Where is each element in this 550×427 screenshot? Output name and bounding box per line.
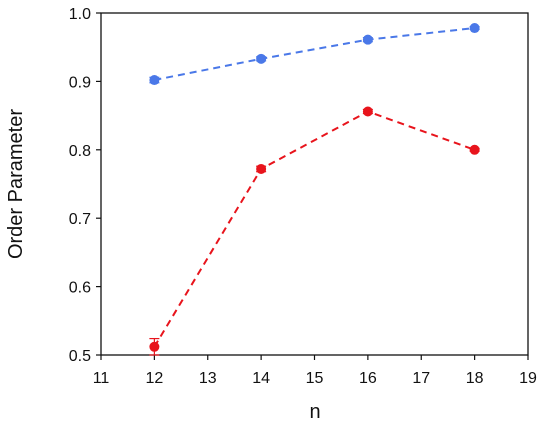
x-tick-label: 17 xyxy=(412,370,430,387)
y-tick-label: 0.9 xyxy=(69,74,91,91)
plot-frame xyxy=(100,12,529,356)
data-point xyxy=(469,144,480,155)
data-point xyxy=(256,163,267,174)
x-tick-label: 11 xyxy=(93,370,110,387)
y-tick-label: 0.6 xyxy=(69,280,91,297)
x-tick-label: 12 xyxy=(145,370,163,387)
y-axis-title: Order Parameter xyxy=(5,109,27,259)
x-axis-title: n xyxy=(309,401,320,423)
y-tick-label: 0.5 xyxy=(69,348,91,365)
data-point xyxy=(149,75,160,86)
series-1-line xyxy=(154,27,475,82)
x-axis-ticks: 11 12 13 14 15 16 17 18 19 xyxy=(93,355,537,387)
y-tick-label: 1.0 xyxy=(69,6,91,23)
series-layer xyxy=(149,23,480,356)
x-tick-label: 13 xyxy=(199,370,217,387)
x-tick-label: 14 xyxy=(252,370,270,387)
x-tick-label: 18 xyxy=(466,370,484,387)
x-tick-label: 15 xyxy=(306,370,324,387)
y-tick-label: 0.8 xyxy=(69,143,91,160)
y-tick-label: 0.7 xyxy=(69,211,91,228)
plot-area xyxy=(100,12,529,356)
data-point xyxy=(256,53,267,64)
y-axis-ticks: 0.5 0.6 0.7 0.8 0.9 1.0 xyxy=(69,6,101,365)
data-point xyxy=(362,106,373,117)
series-2-line xyxy=(153,110,475,348)
x-tick-label: 16 xyxy=(359,370,377,387)
data-point xyxy=(149,341,160,352)
series-1 xyxy=(149,23,480,86)
x-tick-label: 19 xyxy=(519,370,537,387)
series-2 xyxy=(149,106,480,356)
data-point xyxy=(362,34,373,45)
data-point xyxy=(469,23,480,34)
